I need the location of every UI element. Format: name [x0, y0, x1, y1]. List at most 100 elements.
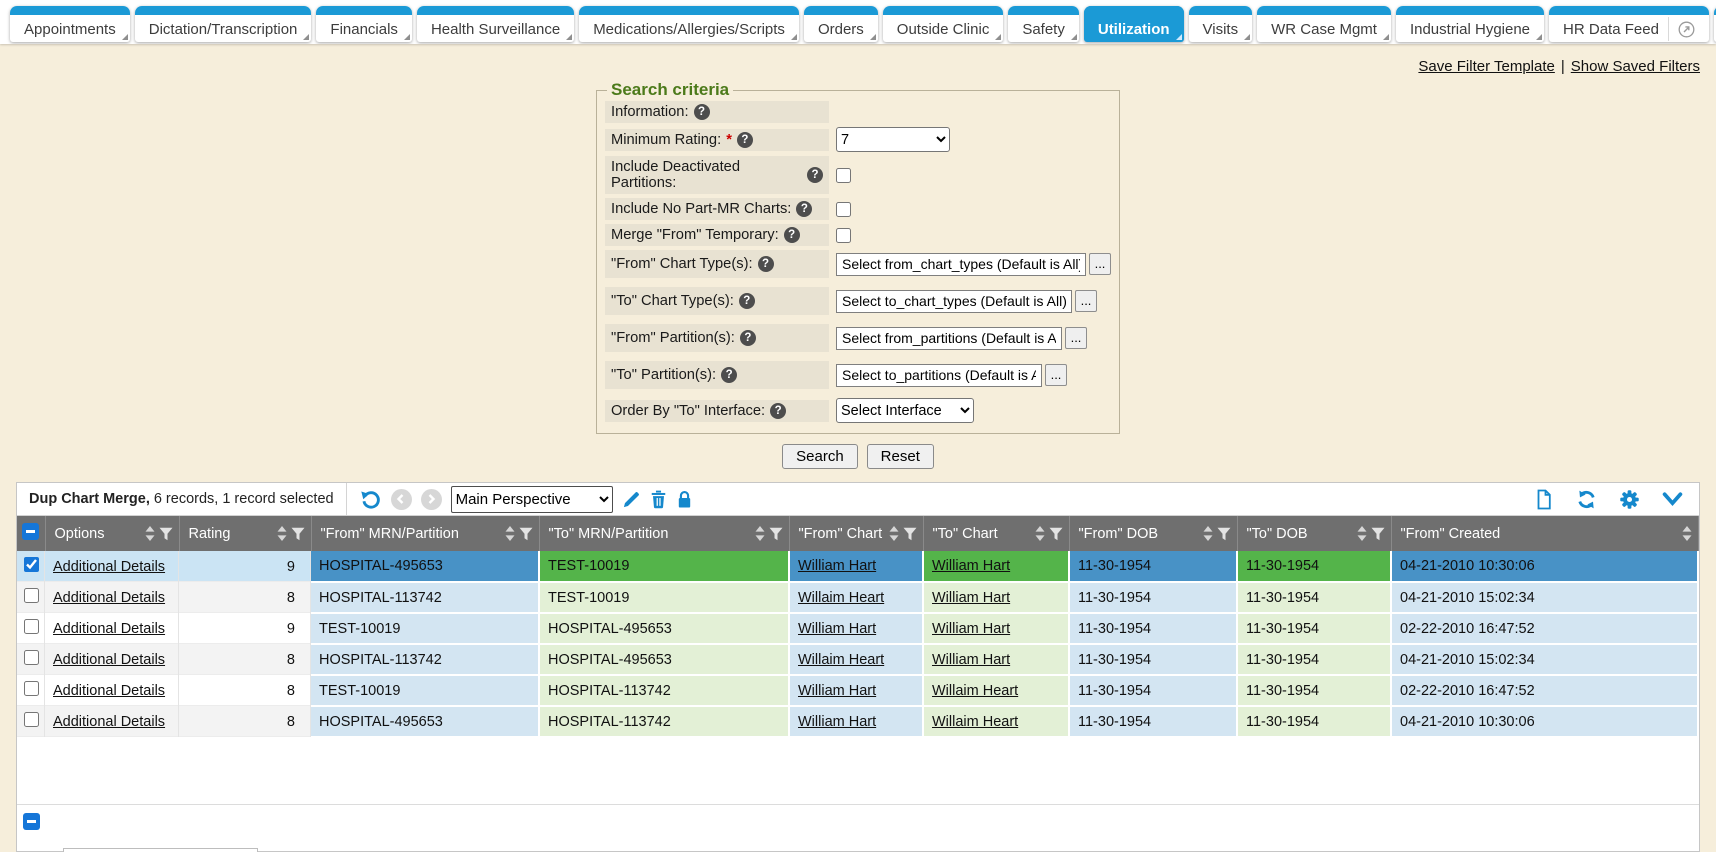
column-header[interactable]: "From" MRN/Partition [311, 516, 540, 551]
help-icon[interactable] [736, 131, 753, 148]
module-tab[interactable]: Industrial Hygiene [1395, 6, 1545, 42]
column-header[interactable]: Rating [179, 516, 312, 551]
external-link-icon[interactable] [1667, 17, 1695, 41]
include-deactivated-partitions-checkbox[interactable] [836, 167, 851, 183]
from-partitions-input[interactable] [836, 326, 1062, 350]
additional-details-link[interactable]: Additional Details [53, 682, 166, 699]
filter-icon[interactable] [769, 527, 783, 541]
minimum-rating-select[interactable]: 7 [836, 127, 950, 152]
to-chart-types-picker-button[interactable]: ... [1075, 290, 1097, 312]
sort-icon[interactable] [1203, 526, 1213, 541]
order-by-interface-select[interactable]: Select Interface [836, 398, 974, 423]
from-chart-types-picker-button[interactable]: ... [1089, 253, 1111, 275]
additional-details-link[interactable]: Additional Details [53, 620, 166, 637]
sort-icon[interactable] [889, 526, 899, 541]
row-checkbox[interactable] [23, 712, 39, 727]
module-tab[interactable]: Orders [803, 6, 878, 42]
from-chart-link[interactable]: Willaim Heart [798, 651, 885, 668]
filter-icon[interactable] [1217, 527, 1231, 541]
table-row[interactable]: Additional Details 9 HOSPITAL-495653 TES… [17, 551, 1699, 583]
filter-icon[interactable] [519, 527, 533, 541]
collapse-panel-chevron-icon[interactable] [1662, 491, 1683, 507]
help-icon[interactable] [738, 293, 755, 309]
column-header[interactable]: "To" MRN/Partition [539, 516, 790, 551]
show-saved-filters-link[interactable]: Show Saved Filters [1570, 57, 1700, 75]
to-chart-link[interactable]: William Hart [932, 558, 1011, 574]
column-header[interactable]: "From" Created [1391, 516, 1699, 551]
module-tab[interactable]: Visits [1188, 6, 1253, 42]
to-partitions-picker-button[interactable]: ... [1045, 364, 1067, 386]
from-chart-link[interactable]: William Hart [798, 713, 877, 730]
module-tab[interactable]: Quality of Care [1713, 6, 1716, 42]
module-tab[interactable]: Utilization [1083, 6, 1184, 42]
filter-icon[interactable] [1371, 527, 1385, 541]
sort-icon[interactable] [1357, 526, 1367, 541]
table-row[interactable]: Additional Details 8 HOSPITAL-113742 HOS… [17, 644, 1699, 676]
to-partitions-input[interactable] [836, 363, 1042, 387]
module-tab[interactable]: Safety [1008, 6, 1079, 42]
table-row[interactable]: Additional Details 8 HOSPITAL-113742 TES… [17, 582, 1699, 614]
sort-icon[interactable] [1682, 526, 1692, 541]
column-header[interactable]: Options [45, 516, 180, 551]
sort-icon[interactable] [145, 526, 155, 541]
to-chart-link[interactable]: William Hart [932, 620, 1011, 637]
help-icon[interactable] [796, 201, 813, 217]
collapse-footer-icon[interactable] [23, 813, 40, 830]
table-row[interactable]: Additional Details 8 TEST-10019 HOSPITAL… [17, 675, 1699, 707]
from-chart-link[interactable]: William Hart [798, 620, 877, 637]
help-icon[interactable] [693, 104, 710, 120]
previous-perspective-icon[interactable] [390, 488, 412, 510]
row-checkbox[interactable] [23, 619, 39, 634]
perspective-select[interactable]: Main Perspective [450, 485, 613, 513]
help-icon[interactable] [739, 330, 756, 346]
new-document-icon[interactable] [1534, 489, 1554, 510]
from-partitions-picker-button[interactable]: ... [1065, 327, 1087, 349]
module-tab[interactable]: Medications/Allergies/Scripts [579, 6, 799, 42]
row-checkbox[interactable] [23, 650, 39, 665]
column-header[interactable]: "To" DOB [1237, 516, 1392, 551]
column-header[interactable]: "From" Chart [789, 516, 924, 551]
module-tab[interactable]: Appointments [10, 6, 130, 42]
from-chart-link[interactable]: William Hart [798, 682, 877, 699]
reset-button[interactable]: Reset [866, 444, 934, 469]
additional-details-link[interactable]: Additional Details [53, 713, 166, 730]
search-button[interactable]: Search [782, 444, 858, 469]
next-perspective-icon[interactable] [420, 488, 442, 510]
table-row[interactable]: Additional Details 9 TEST-10019 HOSPITAL… [17, 613, 1699, 645]
delete-perspective-icon[interactable] [650, 490, 667, 509]
filter-icon[interactable] [291, 527, 305, 541]
help-icon[interactable] [770, 402, 787, 419]
module-tab[interactable]: WR Case Mgmt [1257, 6, 1391, 42]
to-chart-link[interactable]: William Hart [932, 651, 1011, 668]
from-chart-types-input[interactable] [836, 252, 1086, 276]
row-checkbox[interactable] [23, 681, 39, 696]
help-icon[interactable] [807, 167, 823, 183]
column-header[interactable]: "To" Chart [923, 516, 1070, 551]
edit-perspective-icon[interactable] [622, 490, 641, 509]
to-chart-link[interactable]: Willaim Heart [932, 713, 1019, 730]
filter-icon[interactable] [159, 527, 173, 541]
to-chart-types-input[interactable] [836, 289, 1072, 313]
column-header[interactable]: "From" DOB [1069, 516, 1238, 551]
additional-details-link[interactable]: Additional Details [53, 589, 166, 606]
collapse-selection-icon[interactable] [22, 523, 39, 540]
help-icon[interactable] [757, 256, 774, 272]
help-icon[interactable] [721, 367, 738, 383]
help-icon[interactable] [783, 227, 800, 243]
table-row[interactable]: Additional Details 8 HOSPITAL-495653 HOS… [17, 706, 1699, 738]
additional-details-link[interactable]: Additional Details [53, 558, 166, 575]
sort-icon[interactable] [277, 526, 287, 541]
to-chart-link[interactable]: William Hart [932, 589, 1011, 606]
module-tab[interactable]: Outside Clinic [882, 6, 1004, 42]
row-checkbox[interactable] [23, 557, 39, 572]
include-no-partmr-charts-checkbox[interactable] [836, 201, 851, 217]
to-chart-link[interactable]: Willaim Heart [932, 682, 1019, 699]
module-tab[interactable]: Dictation/Transcription [134, 6, 312, 42]
settings-gear-icon[interactable] [1619, 489, 1640, 510]
select-all-header[interactable] [17, 516, 46, 551]
module-tab[interactable]: HR Data Feed [1549, 6, 1709, 42]
module-tab[interactable]: Financials [316, 6, 412, 42]
filter-icon[interactable] [1049, 527, 1063, 541]
sort-icon[interactable] [505, 526, 515, 541]
save-filter-template-link[interactable]: Save Filter Template [1418, 57, 1555, 75]
